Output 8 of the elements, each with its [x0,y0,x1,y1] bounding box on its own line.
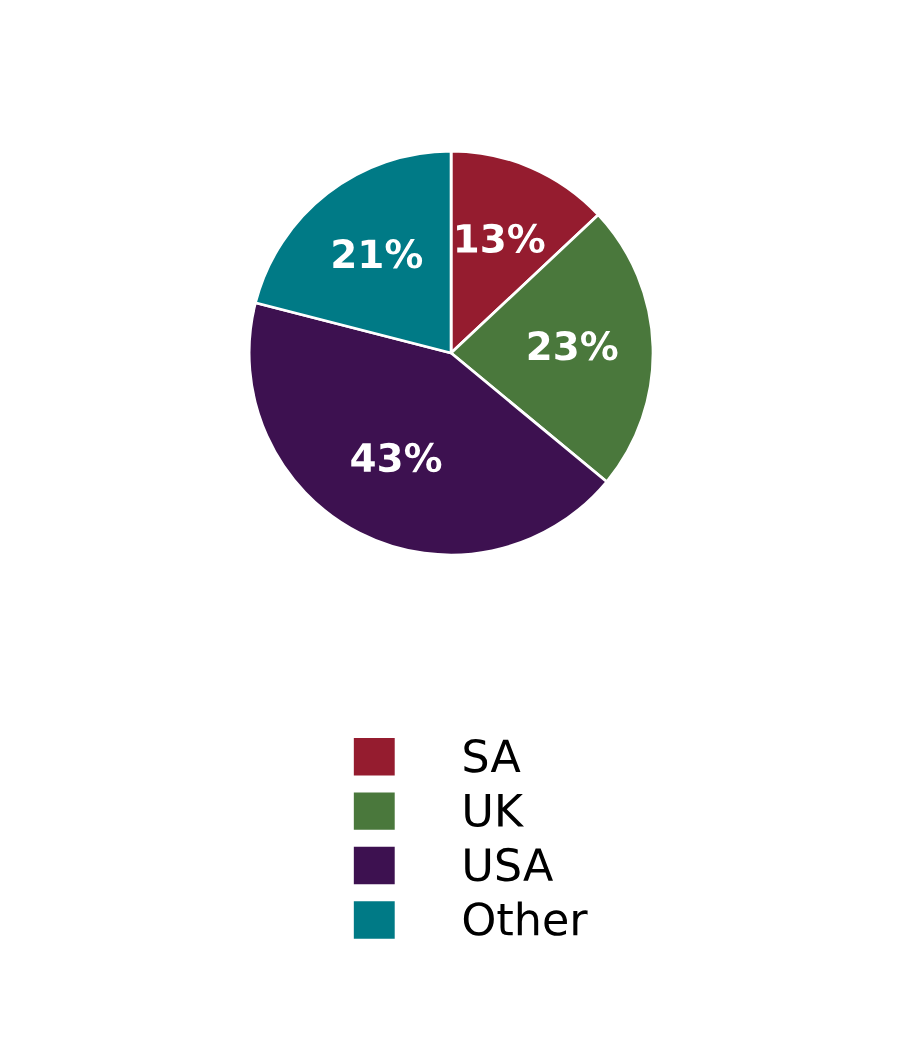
legend-label: UK [465,794,524,828]
legend-label: USA [465,847,553,882]
data-label: 23% [528,331,618,361]
data-label: 13% [457,223,545,254]
data-label: 21% [333,239,423,269]
data-label: 43% [351,442,442,473]
legend-label: SA [464,739,521,773]
legend-label: Other [463,901,588,936]
